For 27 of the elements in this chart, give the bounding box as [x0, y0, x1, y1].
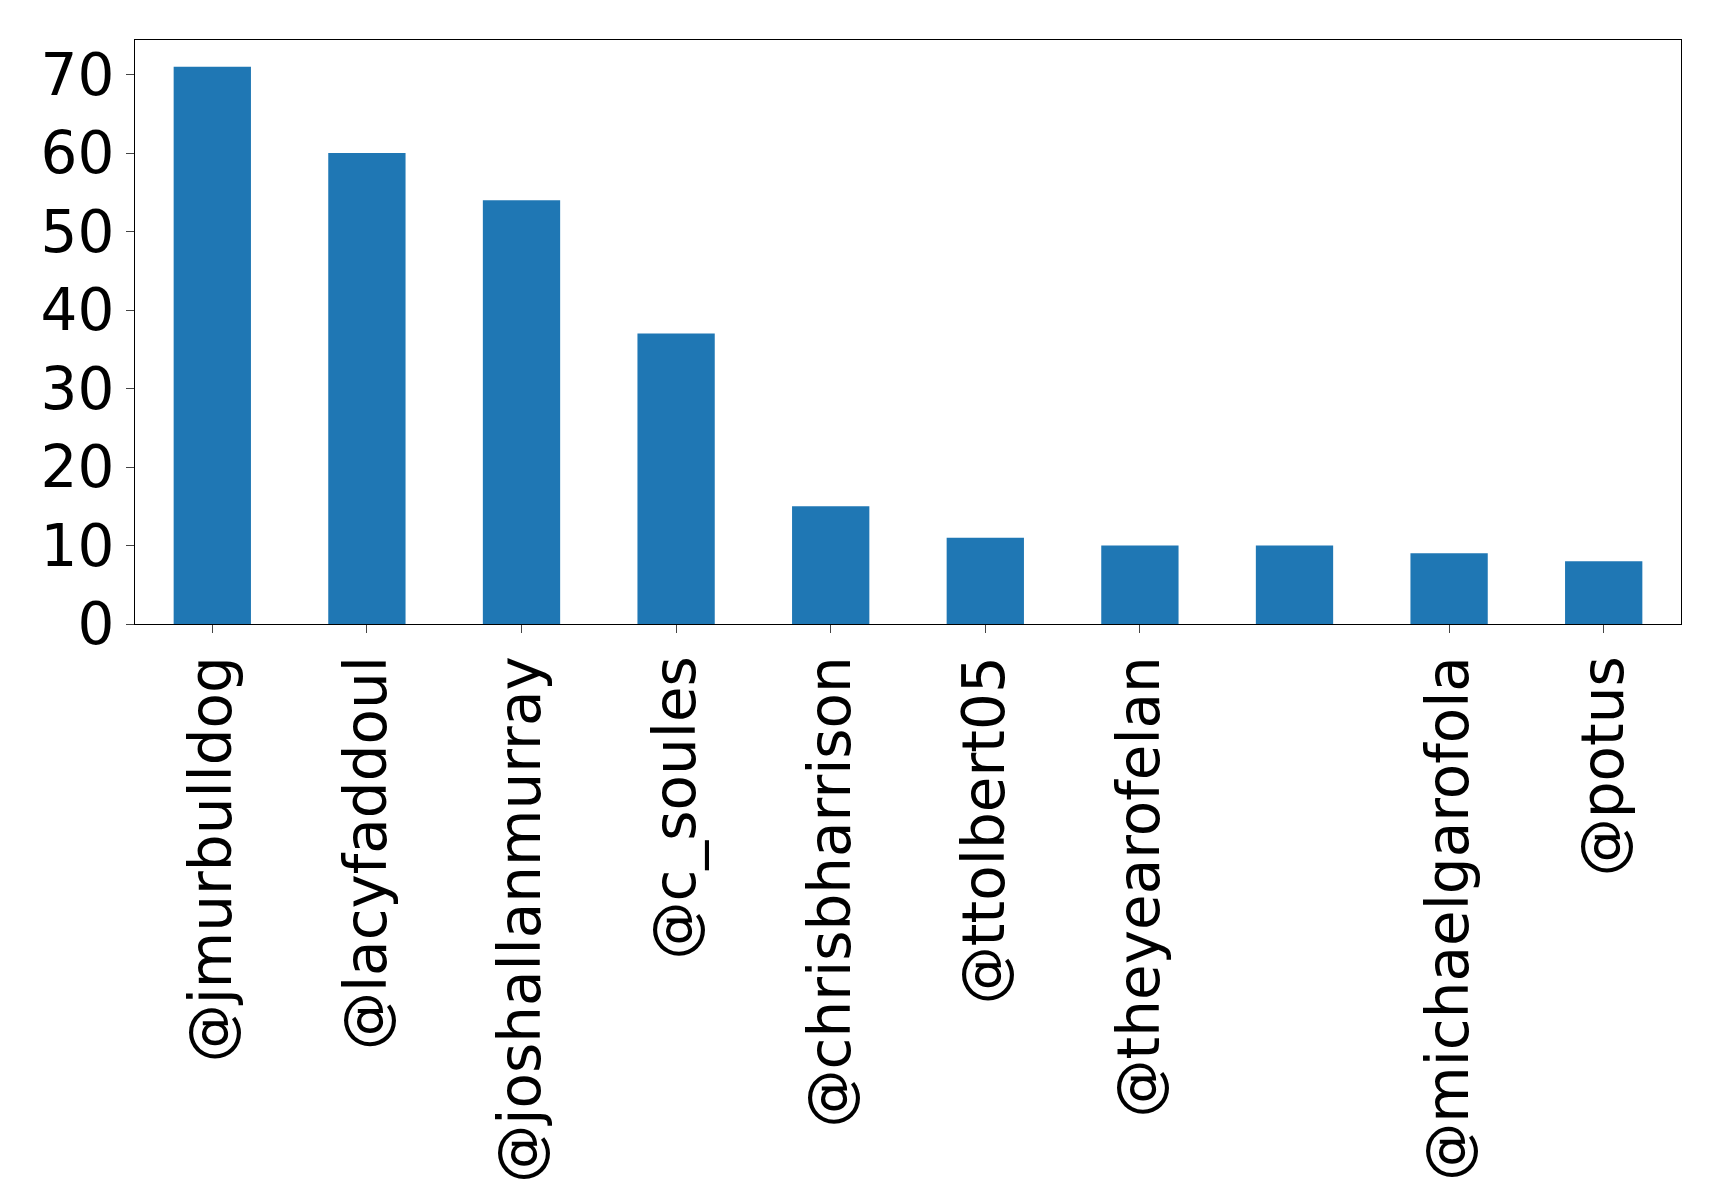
y-tick-label: 20: [40, 433, 115, 502]
x-tick-label: @joshallanmurray: [486, 656, 555, 1183]
bar: [1255, 545, 1334, 624]
x-tick-label: @jmurbulldog: [177, 656, 246, 1063]
y-tick-label: 10: [40, 511, 115, 580]
y-tick-label: 30: [40, 354, 115, 423]
y-tick-label: 70: [40, 40, 115, 109]
bar: [792, 506, 870, 624]
x-tick-label: @potus: [1568, 656, 1637, 877]
bar: [1410, 553, 1488, 624]
x-tick-label: @theyearofelan: [1104, 656, 1173, 1118]
x-tick-label: @michaelgarofola: [1413, 656, 1482, 1181]
y-tick-label: 0: [77, 590, 115, 659]
x-tick-label: @c_soules: [640, 656, 709, 960]
bar: [1565, 561, 1643, 624]
bar: [637, 333, 715, 624]
x-tick-label: @chrisbharrison: [795, 656, 864, 1128]
bar: [328, 153, 406, 624]
bar: [946, 537, 1024, 624]
x-tick-label: @ttolbert05: [950, 656, 1019, 1005]
bar: [482, 200, 561, 624]
bar: [173, 66, 251, 624]
bar: [1101, 545, 1179, 624]
y-tick-label: 40: [40, 276, 115, 345]
y-tick-label: 60: [40, 119, 115, 188]
y-tick-label: 50: [40, 197, 115, 266]
x-tick-label: @lacyfaddoul: [331, 656, 400, 1051]
